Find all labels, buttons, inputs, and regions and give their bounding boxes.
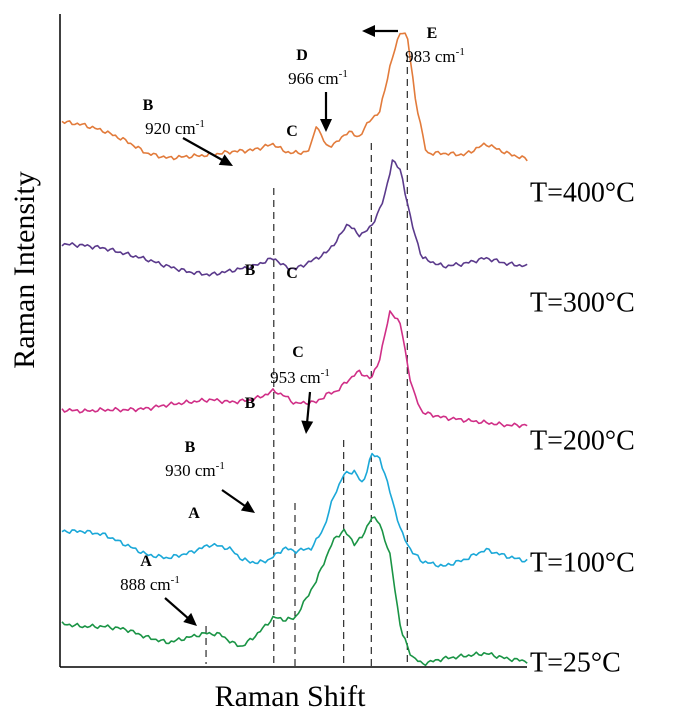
series-label-t-300-c: T=300°C: [530, 287, 635, 318]
series-label-t-400-c: T=400°C: [530, 177, 635, 208]
series-line-t-200-c: [61, 310, 528, 429]
arrow-920-shaft: [182, 137, 225, 163]
annotation-t-300-c-c-letter: C: [286, 265, 298, 282]
series-line-t-25-c: [61, 516, 528, 667]
annotation-t-25-c-a-letter: A: [140, 553, 152, 570]
series-labels: T=400°C T=300°C T=200°C T=100°C T=25°C: [530, 177, 635, 678]
peak-guides: [205, 55, 408, 667]
series-label-t-25-c: T=25°C: [530, 647, 621, 678]
arrow-888-shaft: [164, 597, 191, 621]
arrow-953-head: [301, 420, 314, 434]
annotation-t-400-c-e-letter: E: [427, 25, 438, 42]
series-label-t-100-c: T=100°C: [530, 547, 635, 578]
x-axis-title: Raman Shift: [215, 680, 366, 713]
annotation-t-100-c-b-letter: B: [185, 439, 196, 456]
series-line-t-400-c: [61, 32, 528, 162]
arrow-953-shaft: [305, 391, 312, 425]
axes: [59, 14, 527, 668]
annotation-t-400-c-b-value: 920 cm-1: [145, 118, 205, 138]
annotation-t-100-c-a-letter: A: [188, 505, 200, 522]
series-lines: [61, 32, 528, 667]
annotation-t-200-c-c-value: 953 cm-1: [270, 367, 330, 387]
arrow-983-head: [362, 25, 375, 37]
annotation-t-300-c-b-letter: B: [245, 262, 256, 279]
annotation-t-400-c-c-letter: C: [286, 123, 298, 140]
annotation-t-100-c-b-value: 930 cm-1: [165, 460, 225, 480]
peak-annotations: A 888 cm-1 A B 930 cm-1 B C 953 cm-1 B C B 920 cm-1…: [120, 25, 465, 594]
series-label-t-200-c: T=200°C: [530, 425, 635, 456]
arrow-920-head: [218, 154, 233, 166]
arrow-930-shaft: [221, 489, 248, 509]
annotation-t-400-c-e-value: 983 cm-1: [405, 46, 465, 66]
annotation-t-400-c-d-value: 966 cm-1: [288, 68, 348, 88]
annotation-t-400-c-d-letter: D: [296, 47, 308, 64]
annotation-t-400-c-b-letter: B: [143, 97, 154, 114]
series-line-t-300-c: [61, 159, 528, 277]
annotation-t-200-c-b-letter: B: [245, 395, 256, 412]
arrow-888-head: [183, 612, 197, 626]
peak-arrows: [164, 25, 398, 626]
arrow-930-head: [240, 500, 255, 513]
series-line-t-100-c: [61, 452, 528, 568]
annotation-t-25-c-a-value: 888 cm-1: [120, 574, 180, 594]
annotation-t-200-c-c-letter: C: [292, 344, 304, 361]
y-axis-title: Raman Intensity: [8, 171, 41, 368]
arrow-966-head: [320, 119, 332, 132]
